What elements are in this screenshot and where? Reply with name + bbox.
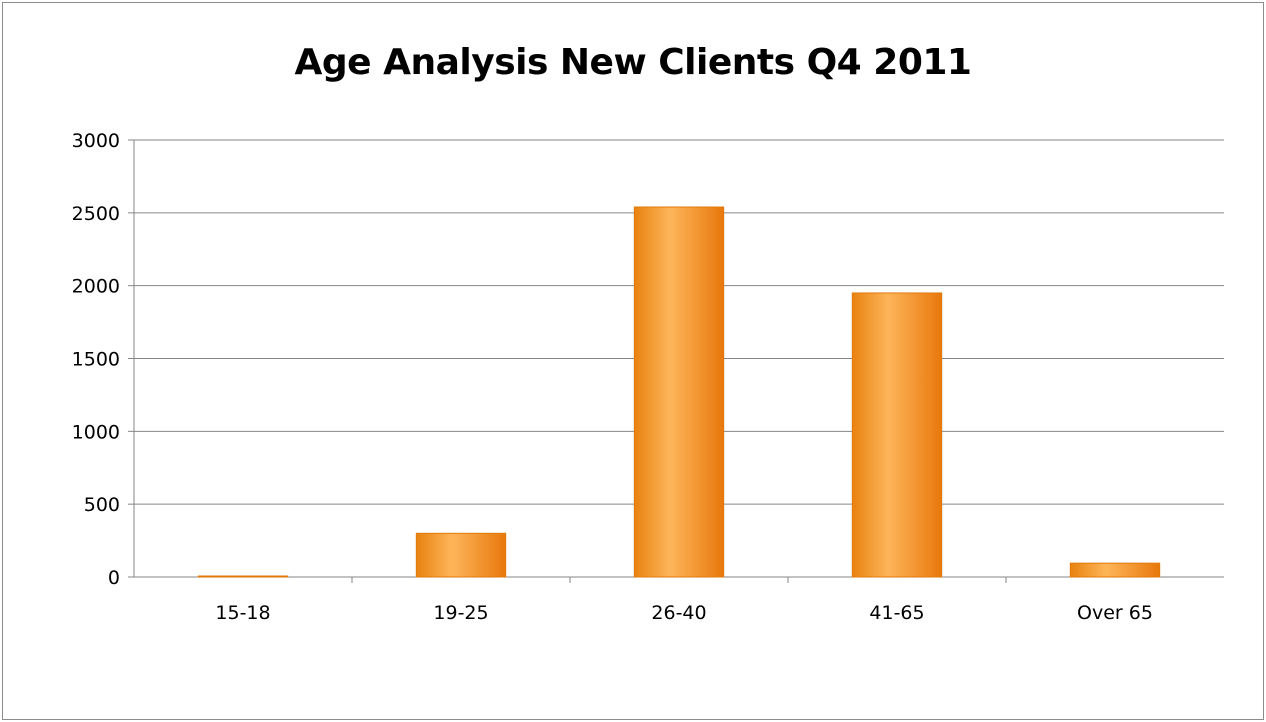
- chart-title: Age Analysis New Clients Q4 2011: [294, 42, 972, 83]
- y-tick-label: 2000: [72, 276, 120, 298]
- x-tick-label: 19-25: [433, 602, 488, 624]
- x-tick-label: 26-40: [651, 602, 706, 624]
- x-tick-label: Over 65: [1077, 602, 1153, 624]
- x-axis-ticks: 15-18 19-25 26-40 41-65 Over 65: [215, 602, 1153, 624]
- bar-over-65: [1069, 562, 1161, 578]
- y-axis-ticks: 0 500 1000 1500 2000 2500 3000: [72, 130, 120, 589]
- bar-19-25: [415, 532, 507, 578]
- y-tick-label: 1000: [72, 421, 120, 443]
- y-tick-label: 1500: [72, 349, 120, 371]
- bars: [197, 206, 1161, 578]
- y-tick-label: 3000: [72, 130, 120, 152]
- y-tick-label: 2500: [72, 203, 120, 225]
- bar-26-40: [633, 206, 725, 578]
- x-tick-label: 41-65: [869, 602, 924, 624]
- y-tick-label: 500: [84, 494, 120, 516]
- bar-15-18: [197, 575, 289, 578]
- x-tick-label: 15-18: [215, 602, 270, 624]
- bar-41-65: [851, 292, 943, 578]
- y-tick-label: 0: [108, 567, 120, 589]
